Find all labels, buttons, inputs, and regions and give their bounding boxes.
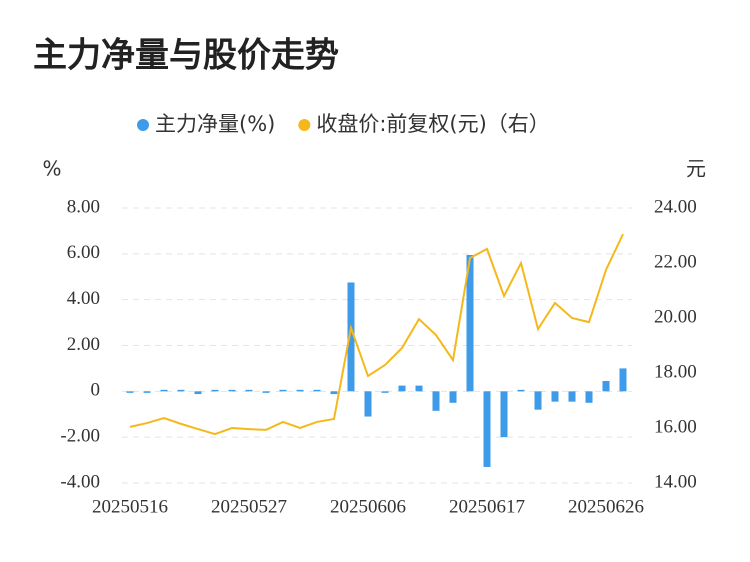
bar [551,391,559,402]
y2-axis-label: 元 [686,157,706,181]
bar [245,389,253,392]
price-line [129,233,624,436]
bar [517,389,525,392]
bar [126,391,134,393]
y-tick-label: 4.00 [67,288,100,309]
x-tick-label: 20250617 [449,496,525,517]
bar [619,368,627,392]
bar [534,391,542,410]
legend-marker [137,119,149,131]
y2-tick-label: 18.00 [654,361,697,382]
bar [432,391,440,411]
bar [330,391,338,395]
bar [262,391,270,393]
legend-marker [298,119,311,131]
bar [177,389,185,392]
bar [228,389,236,392]
y2-tick-label: 24.00 [654,196,697,217]
bar [449,391,457,403]
x-tick-label: 20250626 [568,496,644,517]
y-tick-label: 8.00 [67,196,100,217]
y-tick-label: 6.00 [67,242,100,263]
chart-title: 主力净量与股价走势 [33,36,339,76]
bar [381,391,389,393]
y-tick-label: 2.00 [67,334,100,355]
bar [194,391,202,395]
bar [143,391,151,393]
bar [211,389,219,392]
y-tick-label: -2.00 [60,426,100,447]
x-tick-label: 20250527 [211,496,287,517]
bar [296,389,304,392]
bar [500,391,508,438]
y2-tick-label: 16.00 [654,416,697,437]
y2-tick-label: 22.00 [654,251,697,272]
y-tick-label: -4.00 [60,471,100,492]
y2-tick-label: 14.00 [654,471,697,492]
bar [568,391,576,402]
bar [364,391,372,417]
bar [398,385,406,392]
bar [602,381,610,392]
bar [279,389,287,392]
bar [415,385,423,392]
bar [160,389,168,392]
y-tick-label: 0 [91,380,101,401]
legend-label: 收盘价:前复权(元)（右） [316,112,549,136]
x-tick-label: 20250606 [330,496,406,517]
bar [313,389,321,392]
bar [347,282,355,392]
bar [466,254,474,392]
y2-tick-label: 20.00 [654,306,697,327]
legend-label: 主力净量(%) [155,112,275,136]
y-axis-label: % [42,157,61,181]
x-tick-label: 20250516 [92,496,168,517]
bar [585,391,593,403]
bar [483,391,491,467]
